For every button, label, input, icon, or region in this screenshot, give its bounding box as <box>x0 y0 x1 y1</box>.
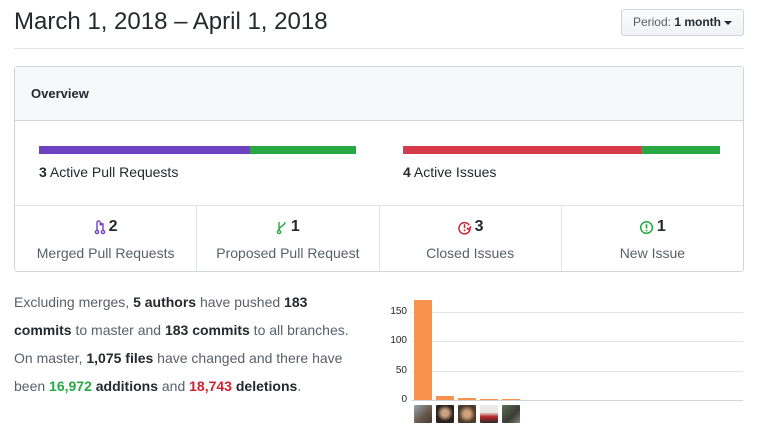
issue-opened-icon <box>639 220 653 234</box>
commits-master: 183 commits <box>14 294 308 338</box>
stat-closed-issues[interactable]: 3 Closed Issues <box>380 206 562 271</box>
pull-requests-bar <box>39 146 356 154</box>
new-label: New Issue <box>619 244 686 261</box>
text: to all branches. On master, <box>14 322 349 366</box>
pull-requests-label: Active Pull Requests <box>49 164 179 180</box>
git-pull-request-icon <box>276 221 286 235</box>
text: Excluding merges, <box>14 294 134 310</box>
ytick-50: 50 <box>395 365 407 376</box>
files-changed: 1,075 files <box>86 350 154 366</box>
date-range-title: March 1, 2018 – April 1, 2018 <box>14 8 328 35</box>
issues-count: 4 <box>403 164 411 180</box>
additions-count: 16,972 <box>49 378 92 394</box>
text: have pushed <box>196 294 285 310</box>
additions-label: additions <box>91 378 158 394</box>
avatar[interactable] <box>480 405 498 423</box>
issues-summary[interactable]: 4 Active Issues <box>403 146 720 180</box>
gridline-50 <box>412 371 743 372</box>
merged-segment <box>39 146 251 154</box>
closed-segment <box>403 146 641 154</box>
overview-title: Overview <box>15 67 743 121</box>
issues-bar <box>403 146 720 154</box>
ytick-150: 150 <box>390 306 407 317</box>
gridline-0 <box>412 400 743 401</box>
merged-count: 2 <box>108 218 118 235</box>
ytick-100: 100 <box>390 335 407 346</box>
chart-bar[interactable] <box>480 398 498 400</box>
pull-requests-count: 3 <box>39 164 47 180</box>
open-segment <box>250 146 356 154</box>
deletions-count: 18,743 <box>189 378 232 394</box>
period-label: Period: <box>632 15 671 29</box>
text: to master and <box>71 322 165 338</box>
new-segment <box>640 146 720 154</box>
authors-link[interactable]: 5 authors <box>133 294 197 310</box>
chart-bar[interactable] <box>502 398 520 400</box>
overview-box: Overview 3 Active Pull Requests 4 Active… <box>14 66 744 272</box>
overview-summary: 3 Active Pull Requests 4 Active Issues <box>15 121 743 206</box>
new-count: 1 <box>656 218 666 235</box>
proposed-count: 1 <box>290 218 300 235</box>
stats-row: 2 Merged Pull Requests 1 Proposed Pull R… <box>15 206 743 271</box>
closed-count: 3 <box>474 218 484 235</box>
stat-new-issue[interactable]: 1 New Issue <box>562 206 743 271</box>
avatar[interactable] <box>458 405 476 423</box>
closed-label: Closed Issues <box>426 244 515 261</box>
stat-merged-pull-requests[interactable]: 2 Merged Pull Requests <box>15 206 198 271</box>
avatar[interactable] <box>436 405 454 423</box>
stat-proposed-pull-request[interactable]: 1 Proposed Pull Request <box>197 206 380 271</box>
commit-summary-text: Excluding merges, 5 authors have pushed … <box>14 288 364 400</box>
pull-requests-summary[interactable]: 3 Active Pull Requests <box>39 146 356 180</box>
text: . <box>297 378 302 394</box>
ytick-0: 0 <box>401 394 407 405</box>
text: and <box>158 378 190 394</box>
merged-label: Merged Pull Requests <box>36 245 175 261</box>
deletions-label: deletions <box>231 378 298 394</box>
avatar[interactable] <box>502 405 520 423</box>
proposed-label: Proposed Pull Request <box>216 245 360 261</box>
git-merge-icon <box>94 220 105 235</box>
avatar[interactable] <box>414 405 432 423</box>
period-value: 1 month <box>674 15 721 29</box>
gridline-100 <box>412 341 743 342</box>
text: have changed and there have been <box>14 350 343 394</box>
gridline-150 <box>412 312 743 313</box>
chart-bar[interactable] <box>414 300 432 400</box>
commits-all: 183 commits <box>164 322 250 338</box>
chart-bar[interactable] <box>436 396 454 400</box>
period-dropdown-button[interactable]: Period: 1 month <box>620 9 744 36</box>
issues-label: Active Issues <box>413 164 497 180</box>
issue-closed-icon <box>457 221 472 235</box>
page-header: March 1, 2018 – April 1, 2018 Period: 1 … <box>14 0 744 49</box>
caret-down-icon <box>724 20 732 25</box>
chart-bar[interactable] <box>458 398 476 400</box>
